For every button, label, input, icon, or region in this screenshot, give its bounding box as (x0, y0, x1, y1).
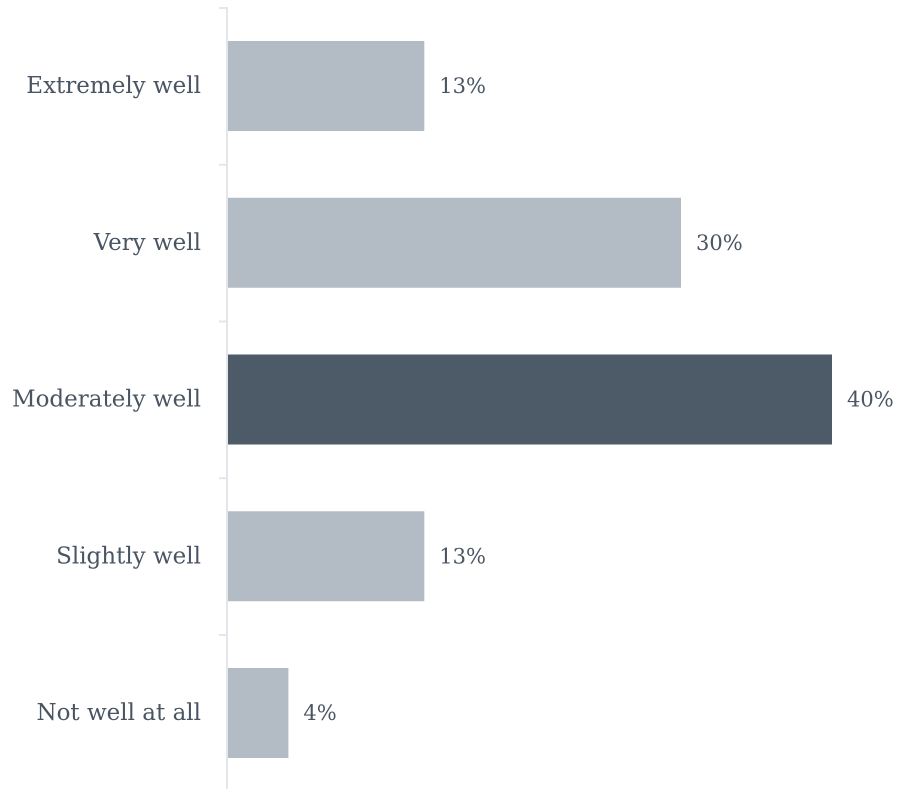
bar-very-well (228, 197, 681, 288)
category-label-slightly-well: Slightly well (56, 543, 201, 569)
value-label-not-well-at-all: 4% (303, 701, 336, 725)
value-label-extremely-well: 13% (439, 74, 486, 98)
value-label-very-well: 30% (696, 231, 743, 255)
bar-slightly-well (228, 511, 425, 602)
value-label-moderately-well: 40% (847, 388, 894, 412)
category-labels: Extremely well Very well Moderately well Sl… (12, 73, 201, 726)
category-label-moderately-well: Moderately well (12, 387, 201, 413)
bar-not-well-at-all (228, 668, 289, 758)
category-label-extremely-well: Extremely well (26, 73, 201, 99)
category-label-not-well-at-all: Not well at all (36, 700, 201, 726)
value-label-slightly-well: 13% (439, 544, 486, 568)
category-label-very-well: Very well (93, 230, 201, 256)
value-labels: 13% 30% 40% 13% 4% (303, 74, 893, 725)
bars-group (228, 41, 832, 758)
bar-extremely-well (228, 41, 425, 131)
y-axis-ticks (219, 7, 228, 636)
bar-moderately-well (228, 354, 832, 445)
